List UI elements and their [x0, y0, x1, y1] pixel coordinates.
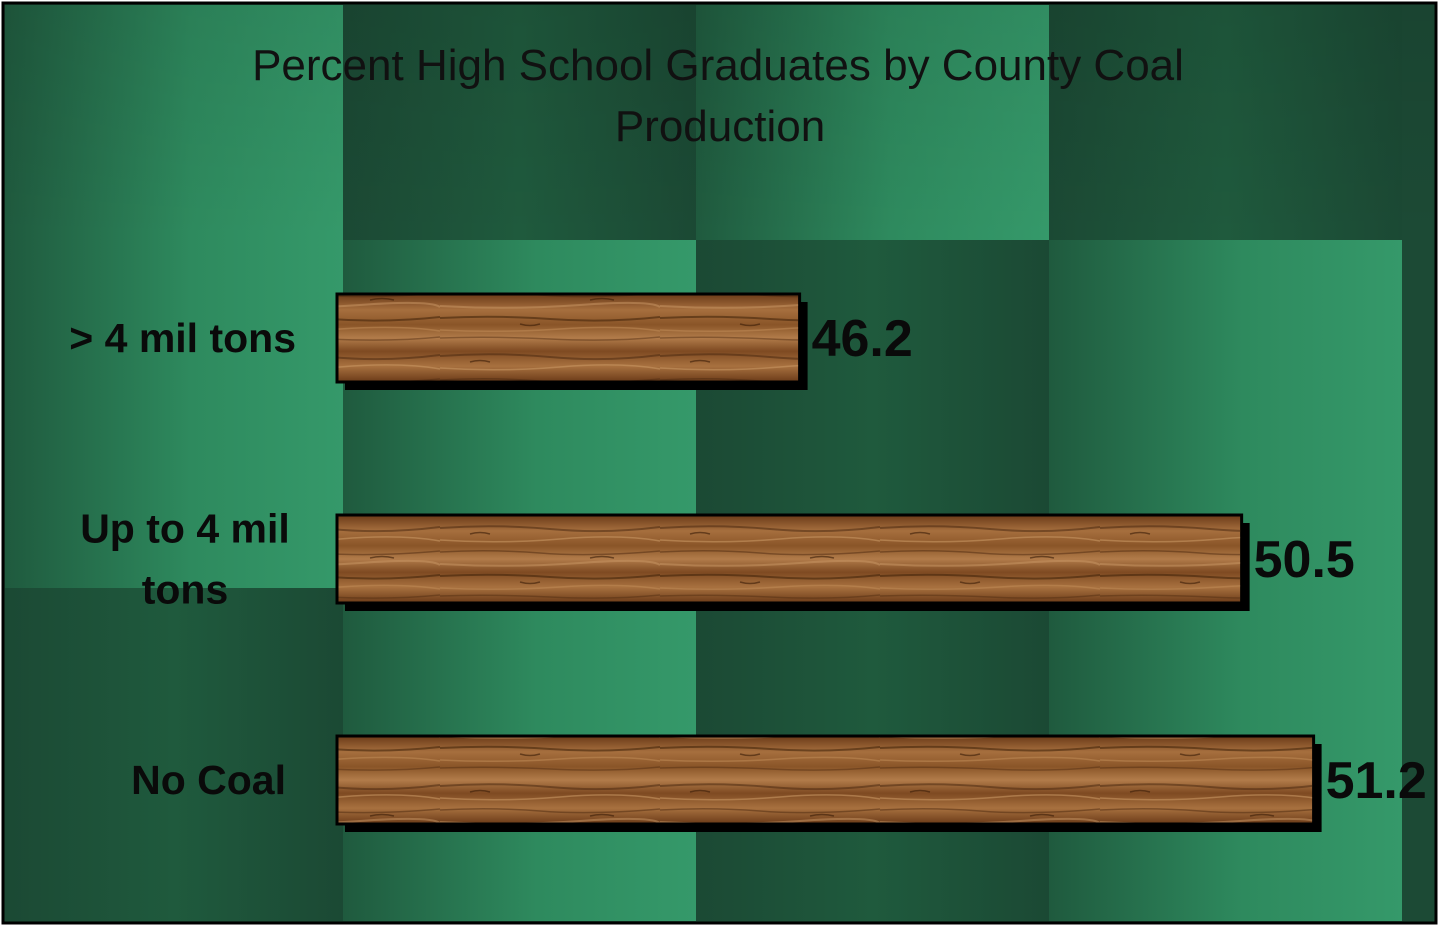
chart-title-line-2: Production: [615, 102, 825, 151]
category-label: tons: [142, 567, 229, 613]
value-label: 50.5: [1254, 531, 1355, 589]
chart-title-line-1: Percent High School Graduates by County …: [252, 41, 1184, 90]
bar-grain: [338, 295, 799, 381]
category-label: Up to 4 mil: [80, 506, 290, 552]
category-label: > 4 mil tons: [69, 315, 296, 361]
category-label: No Coal: [131, 757, 286, 803]
category-labels: > 4 mil tons Up to 4 mil tons No Coal: [69, 315, 296, 803]
value-labels: 46.2 50.5 51.2: [812, 310, 1427, 810]
bar-grain: [338, 516, 1241, 602]
value-label: 46.2: [812, 310, 913, 368]
value-label: 51.2: [1326, 752, 1427, 810]
bars-layer: [335, 292, 1322, 832]
bar-grain: [338, 737, 1313, 823]
